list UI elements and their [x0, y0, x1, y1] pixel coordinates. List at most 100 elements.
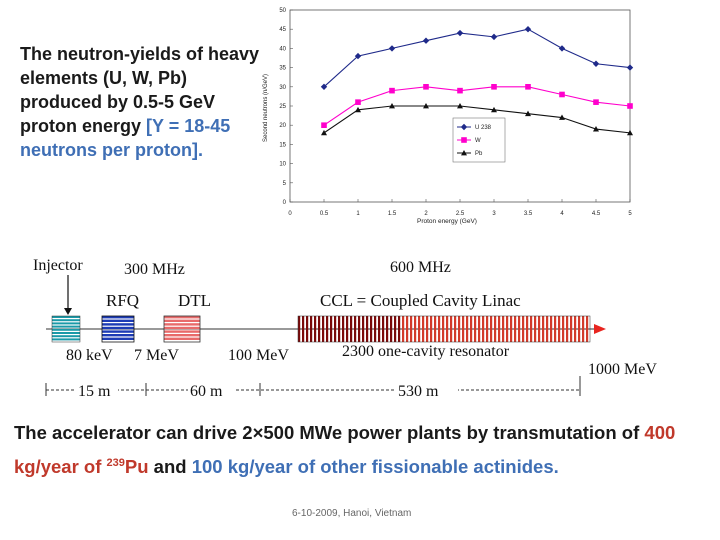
- ccl-stripe: [482, 316, 485, 342]
- ccl-stripe: [522, 316, 525, 342]
- data-point-u-238: [592, 60, 600, 67]
- energy-7mev: 7 MeV: [134, 347, 179, 364]
- ccl-stripe: [438, 316, 441, 342]
- ccl-stripe: [570, 316, 573, 342]
- ccl-stripe: [530, 316, 533, 342]
- y-axis-label: Second neutrons (n/GeV): [263, 74, 269, 142]
- freq-600-label: 600 MHz: [390, 259, 451, 276]
- ccl-stripe: [302, 316, 305, 342]
- ccl-stripe: [562, 316, 565, 342]
- dtl-stripe: [164, 326, 200, 330]
- data-point-u-238: [490, 33, 498, 41]
- ccl-stripe: [402, 316, 405, 342]
- ccl-stripe: [362, 316, 365, 342]
- x-tick-label: 1: [356, 211, 360, 217]
- ccl-stripe: [550, 316, 553, 342]
- ccl-stripe: [430, 316, 433, 342]
- chart-legend: U 238 W Pb: [452, 117, 506, 163]
- ccl-stripe: [330, 316, 333, 342]
- ccl-stripe: [538, 316, 541, 342]
- ccl-stripe: [498, 316, 501, 342]
- injector-block: [51, 315, 81, 343]
- y-tick-label: 10: [279, 162, 286, 168]
- ccl-stripe: [426, 316, 429, 342]
- energy-100mev: 100 MeV: [228, 347, 289, 364]
- ccl-block: [297, 315, 591, 343]
- energy-1000mev: 1000 MeV: [588, 361, 657, 378]
- series-u-238: [320, 26, 634, 90]
- length-60m: 60 m: [190, 383, 223, 400]
- rfq-frame: [101, 315, 135, 343]
- ccl-stripe: [414, 316, 417, 342]
- intro-main: The neutron-yields of heavy elements (U,…: [20, 44, 260, 136]
- x-tick-label: 5: [628, 211, 632, 217]
- ccl-stripe: [442, 316, 445, 342]
- ccl-stripe: [350, 316, 353, 342]
- data-point-pb: [593, 126, 599, 132]
- y-tick-labels: 0 5 10 15 20 25 30 35 40 45 50: [279, 8, 286, 206]
- y-tick-label: 20: [279, 123, 286, 129]
- legend-label-pb: Pb: [475, 151, 483, 157]
- ccl-stripe: [450, 316, 453, 342]
- ccl-stripe: [526, 316, 529, 342]
- ccl-stripe: [394, 316, 397, 342]
- ccl-stripe: [474, 316, 477, 342]
- beam-exit-arrow: [594, 324, 606, 334]
- y-tick-label: 50: [279, 8, 286, 14]
- ccl-stripe: [574, 316, 577, 342]
- ccl-stripe: [406, 316, 409, 342]
- data-point-u-238: [320, 83, 328, 90]
- x-tick-label: 3.5: [524, 211, 533, 217]
- data-point-u-238: [422, 37, 430, 44]
- x-axis-label: Proton energy (GeV): [417, 218, 477, 225]
- ccl-stripe: [410, 316, 413, 342]
- ccl-stripe: [378, 316, 381, 342]
- x-tick-label: 2: [424, 211, 428, 217]
- y-tick-label: 45: [279, 27, 286, 33]
- ccl-stripe: [494, 316, 497, 342]
- injector-stripe: [52, 328, 80, 331]
- legend-marker-u-238: [460, 123, 468, 131]
- x-tick-label: 4: [560, 211, 564, 217]
- data-point-u-238: [558, 45, 566, 52]
- legend-label-u-238: U 238: [475, 125, 492, 131]
- x-tick-label: 2.5: [456, 211, 465, 217]
- legend-marker-w: [461, 137, 467, 143]
- ccl-stripe: [510, 316, 513, 342]
- data-point-w: [457, 87, 463, 94]
- ccl-stripe: [546, 316, 549, 342]
- ccl-stripe: [318, 316, 321, 342]
- y-tick-label: 25: [279, 104, 286, 110]
- footer-date-location: 6-10-2009, Hanoi, Vietnam: [292, 508, 412, 519]
- data-point-w: [389, 87, 395, 94]
- injector-stripe: [52, 338, 80, 341]
- injector-stripe: [52, 322, 80, 325]
- injector-stripe: [52, 325, 80, 328]
- rfq-stripe: [102, 330, 134, 333]
- dtl-stripe: [164, 330, 200, 333]
- data-point-pb: [457, 103, 463, 109]
- linac-diagram: Injector 300 MHz 600 MHz RFQ DTL CCL = C…: [33, 257, 657, 400]
- data-point-u-238: [456, 29, 464, 37]
- data-point-pb: [627, 129, 633, 136]
- note-actinides: 100 kg/year of other fissionable actinid…: [191, 456, 559, 477]
- ccl-stripe: [382, 316, 385, 342]
- ccl-label: CCL = Coupled Cavity Linac: [320, 291, 521, 310]
- x-tick-label: 0: [288, 211, 292, 217]
- ccl-stripe: [386, 316, 389, 342]
- ccl-stripe: [298, 316, 301, 342]
- ccl-stripe: [586, 316, 589, 342]
- ccl-stripe: [566, 316, 569, 342]
- energy-80kev: 80 keV: [66, 347, 113, 364]
- ccl-stripe: [322, 316, 325, 342]
- neutron-yield-chart: 0 5 10 15 20 25 30 35 40 45 50 0 0.5 1 1.5 2 2.5 3 3.5 4 4.…: [263, 8, 634, 225]
- injector-stripe: [52, 335, 80, 338]
- x-tick-label: 4.5: [592, 211, 601, 217]
- note-and: and: [148, 456, 192, 477]
- ccl-stripe-frame: [297, 315, 591, 343]
- dtl-stripe: [164, 323, 200, 326]
- ccl-stripe: [582, 316, 585, 342]
- x-tick-labels: 0 0.5 1 1.5 2 2.5 3 3.5 4 4.5 5: [288, 211, 632, 217]
- ccl-stripe: [422, 316, 425, 342]
- ccl-stripe: [358, 316, 361, 342]
